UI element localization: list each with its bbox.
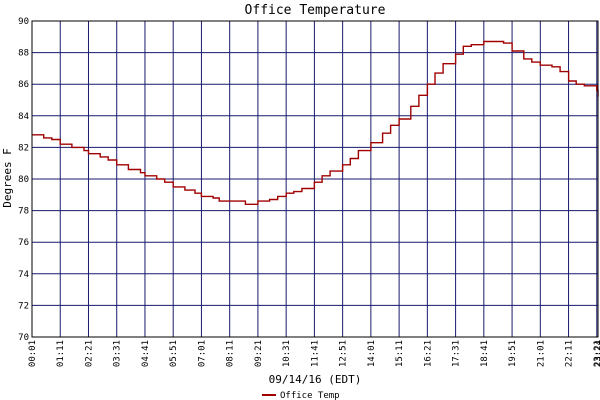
y-axis-label: Degrees F (1, 148, 14, 208)
x-tick-label: 15:11 (395, 340, 405, 367)
x-tick-labels: 00:01 01:11 02:21 03:31 04:41 05:51 07:01 08:11… (28, 340, 600, 367)
y-tick-labels: 70 72 74 76 78 80 82 84 86 88 90 (18, 17, 29, 343)
y-tick-label: 84 (18, 112, 29, 122)
x-tick-label: 22:11 (565, 340, 575, 367)
y-tick-label: 82 (18, 143, 29, 153)
plot-frame (31, 20, 599, 338)
x-tick-label: 10:31 (282, 340, 292, 367)
x-tick-label: 21:01 (536, 340, 546, 367)
x-tick-label: 11:41 (310, 340, 320, 367)
y-tick-label: 78 (18, 207, 29, 217)
y-tick-label: 80 (18, 175, 29, 185)
chart-title: Office Temperature (245, 3, 386, 18)
x-axis-label: 09/14/16 (EDT) (269, 373, 362, 386)
x-tick-label: 09:21 (254, 340, 264, 367)
x-tick-label: 14:01 (367, 340, 377, 367)
x-tick-label: 05:51 (169, 340, 179, 367)
x-tick-label: 00:01 (28, 340, 38, 367)
y-tick-label: 86 (18, 80, 29, 90)
x-tick-label: 17:31 (452, 340, 462, 367)
series-layer (32, 40, 599, 205)
y-tick-label: 76 (18, 238, 29, 248)
y-tick-label: 74 (18, 270, 29, 280)
x-tick-label: 07:01 (197, 340, 207, 367)
legend: Office Temp (262, 391, 340, 400)
x-tick-label: 01:11 (56, 340, 66, 367)
y-tick-label: 90 (18, 17, 29, 27)
x-tick-label: 19:51 (508, 340, 518, 367)
x-tick-label: 08:11 (226, 340, 236, 367)
x-tick-label: 12:51 (339, 340, 349, 367)
y-tick-label: 72 (18, 301, 29, 311)
y-tick-label: 70 (18, 333, 29, 343)
legend-label: Office Temp (280, 391, 340, 400)
x-tick-label: 18:41 (480, 340, 490, 367)
y-tick-label: 88 (18, 49, 29, 59)
x-tick-label: 23:21 (593, 340, 600, 367)
series-line-office-temp (32, 40, 599, 205)
x-tick-label: 16:21 (423, 340, 433, 367)
x-tick-label: 02:21 (84, 340, 94, 367)
x-tick-label: 04:41 (141, 340, 151, 367)
x-tick-label: 23:24 (594, 340, 600, 367)
x-tick-label: 03:31 (113, 340, 123, 367)
